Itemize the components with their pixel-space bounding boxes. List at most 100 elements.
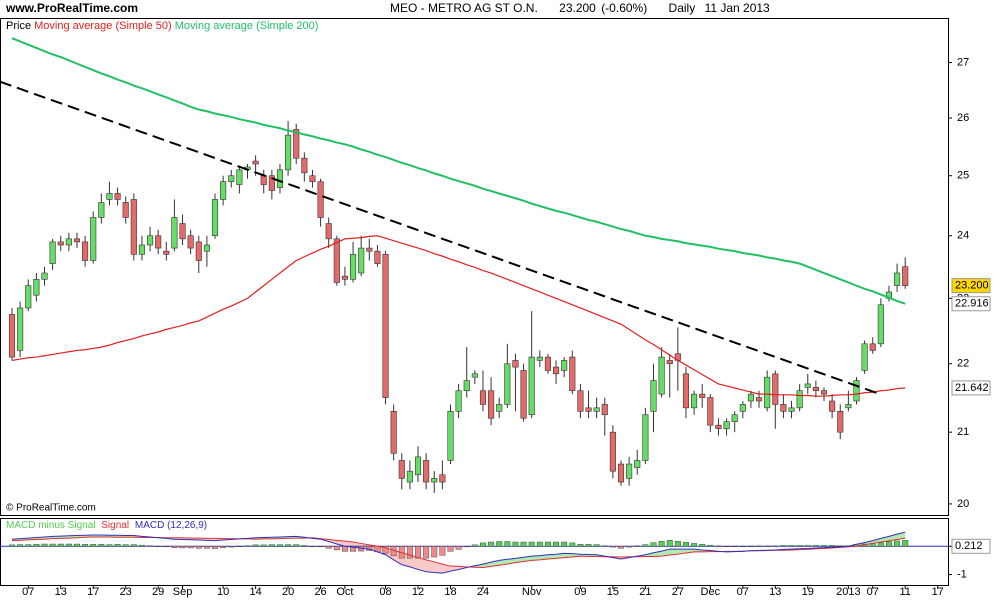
price-panel <box>0 18 949 516</box>
histogram-bar <box>82 544 89 547</box>
histogram-bar <box>406 546 413 559</box>
candle-body <box>439 474 446 483</box>
histogram-bar <box>423 546 430 559</box>
y-tick-label: 27 <box>957 56 969 68</box>
histogram-bar <box>788 545 795 547</box>
candle-body <box>780 404 787 412</box>
x-tick-label: Sep <box>173 586 193 598</box>
histogram-bar <box>739 546 746 547</box>
candle-body <box>358 247 365 274</box>
histogram-bar <box>155 546 162 547</box>
histogram-bar <box>431 546 438 558</box>
date: 11 Jan 2013 <box>705 1 770 15</box>
candle-body <box>406 470 413 483</box>
candle-body <box>147 235 154 246</box>
histogram-bar <box>561 541 568 547</box>
histogram-bar <box>317 546 324 548</box>
macd-signal-area <box>539 554 548 560</box>
candle-body <box>195 241 202 261</box>
histogram-bar <box>415 546 421 559</box>
candle-body <box>49 241 56 264</box>
histogram-bar <box>130 544 137 547</box>
histogram-bar <box>17 544 24 547</box>
legend-ma50: Moving average (Simple 50) <box>34 20 172 32</box>
histogram-bar <box>74 543 80 547</box>
histogram-bar <box>804 545 811 547</box>
histogram-bar <box>325 546 332 549</box>
x-tick-label: 07 <box>737 586 749 598</box>
macd-signal-area <box>556 553 565 559</box>
candle-body <box>658 356 665 395</box>
histogram-bar <box>333 546 340 551</box>
candle-body <box>17 307 24 351</box>
moving-average-line <box>11 235 906 397</box>
candle-body <box>228 175 235 182</box>
histogram-bar <box>585 544 592 547</box>
histogram-bar <box>634 545 641 547</box>
last-value-label: 22.916 <box>955 298 989 310</box>
histogram-bar <box>293 544 300 547</box>
histogram-bar <box>593 544 600 547</box>
x-tick-label: 07 <box>867 586 879 598</box>
legend-signal: Signal <box>101 520 129 531</box>
y-tick-label: -1 <box>957 568 967 580</box>
histogram-bar <box>277 544 283 547</box>
candle-body <box>431 478 438 483</box>
histogram-bar <box>496 541 503 547</box>
histogram-bar <box>609 546 616 548</box>
histogram-bar <box>642 544 649 547</box>
x-tick-label: 24 <box>477 586 489 598</box>
candle-body <box>650 380 657 412</box>
macd-signal-area <box>418 557 427 572</box>
candle-body <box>894 272 901 286</box>
x-tick-label: 27 <box>672 586 684 598</box>
histogram-bar <box>699 544 706 547</box>
copyright: © ProRealTime.com <box>6 503 96 514</box>
candle-body <box>211 199 219 237</box>
candle-body <box>528 356 535 416</box>
histogram-bar <box>658 540 665 547</box>
candle-body <box>861 343 868 371</box>
candle-body <box>877 304 884 345</box>
histogram-bar <box>212 546 218 549</box>
histogram-bar <box>601 545 608 547</box>
last-value-box <box>951 278 991 294</box>
instrument: MEO - METRO AG ST O.N. <box>390 1 538 15</box>
x-tick-label: 10 <box>217 586 229 598</box>
last-value-label: 0.212 <box>955 540 983 552</box>
x-tick-label: 20 <box>282 586 294 598</box>
candle-body <box>512 360 519 368</box>
histogram-bar <box>764 545 771 547</box>
histogram-bar <box>106 544 113 547</box>
histogram-bar <box>309 546 316 548</box>
candle-body <box>812 387 819 392</box>
y-tick-label: 24 <box>957 230 969 242</box>
x-tick-label: 26 <box>314 586 326 598</box>
candle-body <box>57 241 64 246</box>
y-tick-label: 22 <box>957 358 969 370</box>
candle-body <box>285 134 292 171</box>
histogram-bar <box>9 544 15 547</box>
histogram-bar <box>747 546 754 547</box>
candle-body <box>544 356 551 371</box>
candle-body <box>496 404 503 412</box>
candle-body <box>309 175 316 182</box>
candle-body <box>390 411 397 454</box>
candle-body <box>350 253 357 280</box>
histogram-bar <box>122 544 129 547</box>
macd-signal-area <box>434 561 443 574</box>
candle-body <box>236 169 243 185</box>
histogram-bar <box>25 544 32 547</box>
x-tick-label: 09 <box>574 586 586 598</box>
candle-body <box>853 380 860 402</box>
histogram-bar <box>41 543 48 547</box>
macd-signal-area <box>409 555 419 570</box>
change: (-0.60%) <box>601 1 647 15</box>
histogram-bar <box>301 545 308 547</box>
histogram-bar <box>268 544 275 547</box>
histogram-bar <box>536 541 543 547</box>
candle-body <box>163 250 170 255</box>
x-tick-label: Nov <box>522 586 542 598</box>
moving-average-line <box>11 37 906 305</box>
candle-body <box>374 250 381 264</box>
